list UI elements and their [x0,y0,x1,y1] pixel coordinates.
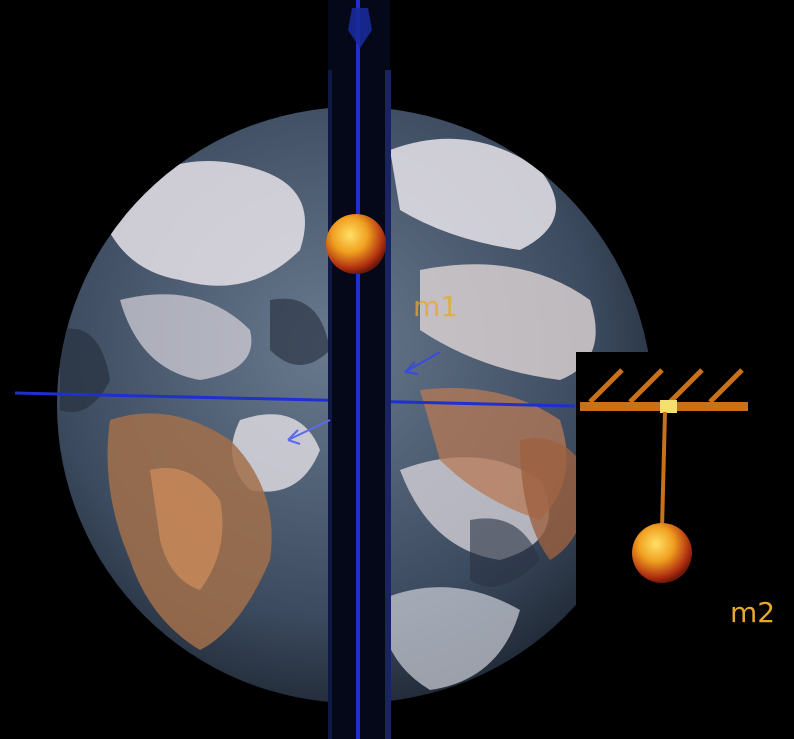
horizontal-axis-line [14,391,576,408]
mass-m2-ball-icon [632,523,692,583]
mass-m2-label: m2 [730,596,775,629]
arrow-to-center-upper [404,351,441,375]
hatched-support-icon [580,368,748,413]
top-arrow-marker [348,8,372,48]
tunnel-edge-right [385,70,391,739]
tunnel-edge-left [328,70,332,739]
mass-m1-label: m1 [413,290,458,323]
mass-m1-ball-icon [326,214,386,274]
arrow-to-center-lower [287,419,331,445]
pendulum-string-icon [660,411,667,529]
